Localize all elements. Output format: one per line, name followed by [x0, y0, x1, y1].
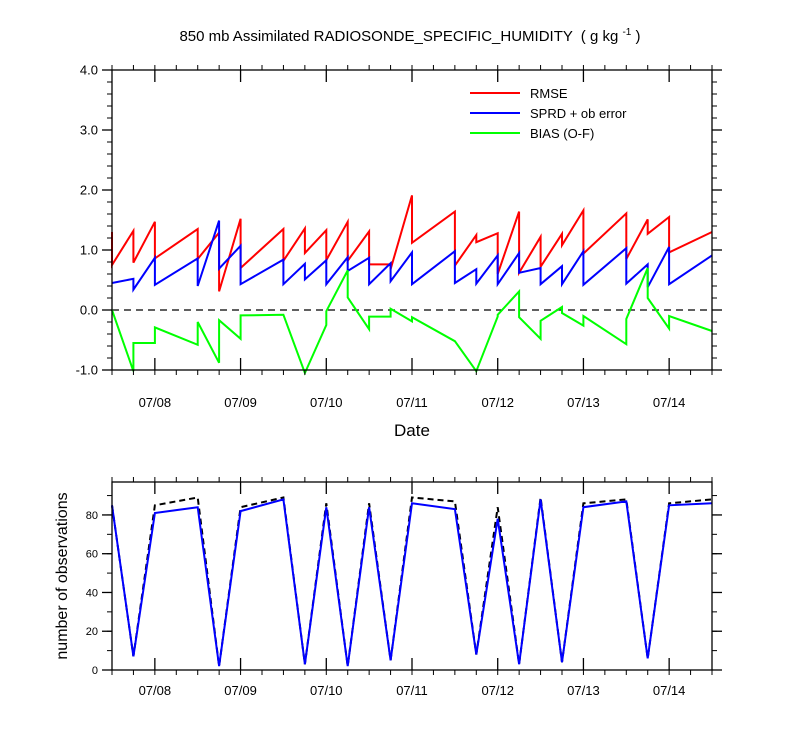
top-panel: -1.0 0.0 1.0 2.0 3.0 4.0 07/08 07/09 07/10 07/11… [76, 63, 722, 440]
chart-title-units-close: ) [636, 28, 641, 45]
y-tick-label: 0.0 [80, 303, 98, 318]
bottom-y-tick-labels: 0 20 40 60 80 [86, 510, 98, 677]
y-tick-label: 80 [86, 510, 98, 522]
bottom-y-axis-label: number of observations [54, 492, 71, 659]
bottom-series [111, 496, 713, 667]
y-tick-label: 60 [86, 549, 98, 561]
series-line-sprd-ob-error [111, 220, 713, 293]
legend: RMSE SPRD + ob error BIAS (O-F) [470, 86, 627, 141]
y-tick-label: 20 [86, 626, 98, 638]
legend-bias-label: BIAS (O-F) [530, 126, 594, 141]
x-tick-label: 07/09 [224, 395, 257, 410]
y-tick-label: 2.0 [80, 183, 98, 198]
bottom-ticks [102, 477, 722, 675]
bottom-x-tick-labels: 07/08 07/09 07/10 07/11 07/12 07/13 07/14 [139, 683, 686, 698]
x-tick-label: 07/13 [567, 395, 600, 410]
x-tick-label: 07/10 [310, 683, 343, 698]
legend-rmse-label: RMSE [530, 86, 568, 101]
x-tick-label: 07/11 [396, 395, 428, 410]
x-tick-label: 07/14 [653, 395, 686, 410]
y-tick-label: 0 [92, 665, 98, 677]
x-tick-label: 07/10 [310, 395, 343, 410]
top-x-axis-label: Date [394, 421, 430, 440]
bottom-panel: 0 20 40 60 80 07/08 07/09 07/10 07/11 07/12 07/13… [54, 477, 722, 698]
x-tick-label: 07/12 [481, 683, 514, 698]
y-tick-label: 4.0 [80, 63, 98, 78]
x-tick-label: 07/11 [396, 683, 428, 698]
chart-title-units-exponent: -1 [622, 27, 631, 38]
chart-title: 850 mb Assimilated RADIOSONDE_SPECIFIC_H… [179, 22, 640, 45]
series-line-bias-o-f [111, 267, 713, 376]
top-series [111, 195, 713, 376]
x-tick-label: 07/12 [481, 395, 514, 410]
chart-title-units: ( g kg [581, 28, 619, 45]
x-tick-label: 07/13 [567, 683, 600, 698]
x-tick-label: 07/08 [139, 395, 172, 410]
y-tick-label: 1.0 [80, 243, 98, 258]
y-tick-label: 40 [86, 587, 98, 599]
legend-spread-label: SPRD + ob error [530, 106, 627, 121]
top-x-tick-labels: 07/08 07/09 07/10 07/11 07/12 07/13 07/14 [139, 395, 686, 410]
x-tick-label: 07/14 [653, 683, 686, 698]
chart-title-main: 850 mb Assimilated RADIOSONDE_SPECIFIC_H… [179, 28, 572, 45]
x-tick-label: 07/08 [139, 683, 172, 698]
y-tick-label: 3.0 [80, 123, 98, 138]
top-y-tick-labels: -1.0 0.0 1.0 2.0 3.0 4.0 [76, 63, 98, 378]
x-tick-label: 07/09 [224, 683, 257, 698]
obs-line-used [111, 498, 713, 667]
obs-line-possible [111, 496, 713, 667]
y-tick-label: -1.0 [76, 363, 98, 378]
top-ticks [102, 65, 722, 375]
